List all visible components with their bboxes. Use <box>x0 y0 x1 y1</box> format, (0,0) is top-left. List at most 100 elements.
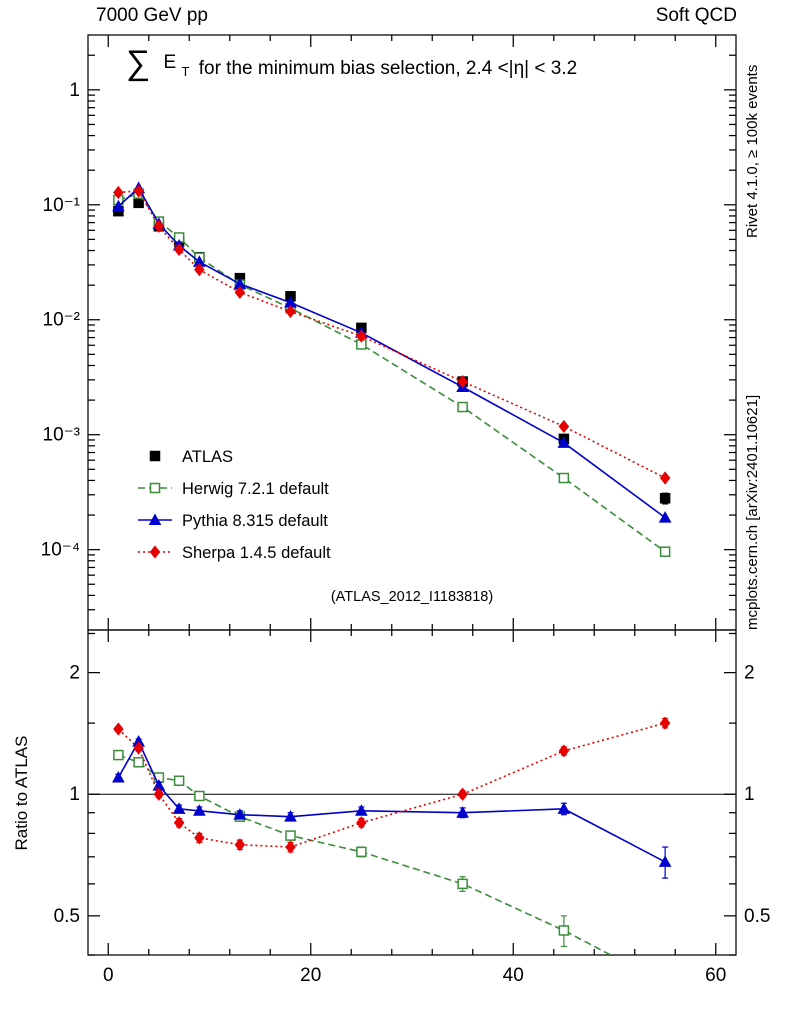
analysis-id-watermark: (ATLAS_2012_I1183818) <box>331 589 493 605</box>
legend-item: Sherpa 1.4.5 default <box>138 544 331 562</box>
ratio-y-tick-label-right: 0.5 <box>744 906 770 927</box>
data-point-marker <box>148 513 162 525</box>
data-point-marker <box>173 816 185 830</box>
main-y-tick-label: 10⁻¹ <box>43 195 81 216</box>
data-point-marker <box>557 802 571 814</box>
legend-label: Herwig 7.2.1 default <box>182 480 329 498</box>
data-point-marker <box>194 790 205 802</box>
plot-title: ∑ E T for the minimum bias selection, 2.… <box>126 44 577 82</box>
data-point-marker <box>659 546 671 557</box>
data-point-marker <box>557 436 571 448</box>
data-point-marker <box>133 756 144 768</box>
data-point-marker <box>153 787 165 801</box>
data-point-marker <box>133 741 144 755</box>
data-point-marker <box>356 329 367 343</box>
data-point-marker <box>457 878 468 890</box>
series-herwig <box>113 188 671 557</box>
data-point-marker <box>285 840 296 854</box>
data-point-marker <box>659 471 671 485</box>
axis-tick-labels: 0 20 40 60 1 10⁻¹ 10⁻² 10⁻³ 10⁻⁴ 0.5 0.5 1 1 2 2 <box>41 80 771 986</box>
data-point-marker <box>233 808 247 820</box>
data-point-marker <box>149 545 161 559</box>
series-pythia <box>112 735 672 879</box>
data-point-marker <box>457 374 468 389</box>
beam-energy-label: 7000 GeV pp <box>96 5 208 26</box>
ratio-y-tick-label-right: 1 <box>744 784 755 805</box>
data-point-marker <box>173 242 185 257</box>
main-panel-series <box>112 181 672 557</box>
data-point-marker <box>193 804 206 816</box>
data-point-marker <box>659 716 671 730</box>
rivet-version-label: Rivet 4.1.0, ≥ 100k events <box>744 65 761 238</box>
ratio-y-tick-label-left: 0.5 <box>54 906 80 927</box>
x-tick-label: 40 <box>503 965 524 986</box>
axis-ticks <box>88 35 736 956</box>
legend: ATLAS Herwig 7.2.1 default Pythia 8.315 de… <box>138 448 331 562</box>
data-point-marker <box>558 472 570 484</box>
x-tick-label: 0 <box>103 965 114 986</box>
data-point-marker <box>113 722 124 736</box>
main-y-tick-label: 10⁻⁴ <box>41 540 80 561</box>
data-point-marker <box>661 979 670 988</box>
data-point-marker <box>113 185 124 200</box>
series-sherpa <box>113 184 671 485</box>
data-point-marker <box>356 846 367 858</box>
data-point-marker <box>456 806 469 818</box>
series-sherpa <box>113 716 671 854</box>
series-herwig <box>113 749 670 988</box>
data-point-marker <box>558 925 570 936</box>
legend-item: Herwig 7.2.1 default <box>138 480 329 498</box>
data-point-marker <box>658 855 672 867</box>
data-point-marker <box>153 219 165 233</box>
ratio-y-tick-label-left: 2 <box>69 663 80 684</box>
data-point-marker <box>457 401 468 413</box>
x-tick-label: 60 <box>705 965 726 986</box>
panel-frames <box>87 34 737 956</box>
data-point-marker <box>285 304 296 319</box>
ratio-panel-series <box>88 716 736 988</box>
data-point-marker <box>659 493 671 504</box>
data-point-marker <box>133 197 144 209</box>
legend-label: ATLAS <box>182 448 233 466</box>
legend-label: Pythia 8.315 default <box>182 512 328 530</box>
ratio-y-tick-label-right: 2 <box>744 663 755 684</box>
data-point-marker <box>113 749 124 761</box>
data-point-marker <box>173 775 185 786</box>
data-point-marker <box>284 810 297 822</box>
main-y-tick-label: 1 <box>69 80 80 101</box>
data-point-marker <box>457 787 468 801</box>
series-pythia <box>112 181 672 523</box>
data-point-marker <box>112 199 125 212</box>
main-y-tick-label: 10⁻³ <box>43 425 81 446</box>
data-point-marker <box>355 804 368 816</box>
ratio-axis-title: Ratio to ATLAS <box>12 736 31 851</box>
data-point-marker <box>558 744 570 758</box>
data-point-marker <box>558 419 570 434</box>
data-point-marker <box>172 802 186 814</box>
data-point-marker <box>356 816 367 830</box>
observable-symbol: E <box>164 52 177 73</box>
data-point-marker <box>194 263 205 277</box>
ratio-y-tick-label-left: 1 <box>69 784 80 805</box>
data-point-marker <box>112 770 125 783</box>
sum-symbol: ∑ <box>126 44 150 82</box>
process-group-label: Soft QCD <box>656 5 737 26</box>
data-point-marker <box>234 285 246 299</box>
legend-item: ATLAS <box>149 448 233 466</box>
mcplots-arxiv-label: mcplots.cern.ch [arXiv:2401.10621] <box>744 395 761 630</box>
x-tick-label: 20 <box>300 965 321 986</box>
data-point-marker <box>658 511 672 523</box>
legend-item: Pythia 8.315 default <box>138 512 328 530</box>
data-point-marker <box>149 450 161 462</box>
data-point-marker <box>194 831 205 845</box>
data-point-marker <box>133 184 144 198</box>
data-point-marker <box>149 482 161 494</box>
legend-label: Sherpa 1.4.5 default <box>182 544 331 562</box>
main-y-tick-label: 10⁻² <box>43 310 81 331</box>
data-point-marker <box>285 830 296 841</box>
observable-subscript: T <box>182 64 190 79</box>
title-text: for the minimum bias selection, 2.4 <|η|… <box>199 58 577 79</box>
data-point-marker <box>234 838 246 852</box>
